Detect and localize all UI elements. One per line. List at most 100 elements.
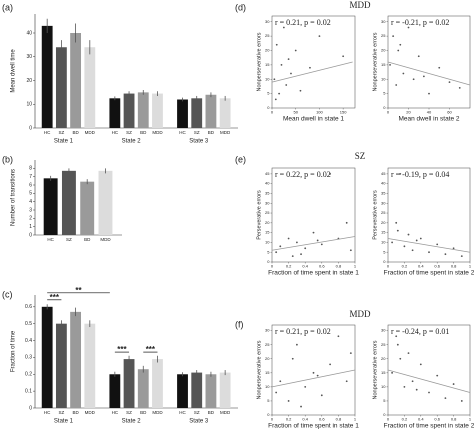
y-tick-label: 40 bbox=[381, 181, 386, 186]
x-tick-label: 0.4 bbox=[302, 417, 308, 422]
x-tick-label: 0.6 bbox=[434, 264, 440, 269]
x-tick-label: 0.6 bbox=[319, 264, 325, 269]
x-tick-label: SZ bbox=[59, 410, 65, 415]
x-tick-label: 0.4 bbox=[418, 417, 424, 422]
x-tick-label: BD bbox=[208, 130, 215, 135]
point bbox=[412, 78, 415, 81]
point bbox=[399, 172, 402, 175]
point bbox=[287, 58, 290, 61]
significance-label: *** bbox=[117, 345, 127, 354]
x-tick-label: 150 bbox=[340, 110, 347, 115]
group-label: State 2 bbox=[122, 419, 142, 425]
point bbox=[349, 249, 352, 252]
stat-annotation: r = 0.21, p = 0.02 bbox=[275, 18, 331, 27]
group-label: State 3 bbox=[189, 419, 209, 425]
y-axis-label: Number of transitions bbox=[11, 169, 17, 226]
y-tick-label: 10 bbox=[381, 76, 386, 81]
bar bbox=[205, 374, 217, 408]
y-tick-label: 0.1 bbox=[25, 388, 32, 394]
point bbox=[391, 241, 393, 244]
x-tick-label: MDD bbox=[220, 130, 231, 135]
point bbox=[296, 241, 298, 244]
x-tick-label: BD bbox=[140, 130, 147, 135]
point bbox=[291, 255, 294, 258]
y-tick-label: 20 bbox=[265, 48, 270, 53]
point bbox=[316, 374, 319, 377]
bar bbox=[70, 33, 82, 128]
point bbox=[415, 239, 418, 242]
plot-frame bbox=[387, 324, 471, 416]
group-label: State 1 bbox=[54, 139, 74, 145]
point bbox=[345, 380, 348, 383]
y-tick-label: 45 bbox=[265, 171, 270, 176]
y-axis-label: Perseverative errors bbox=[372, 190, 378, 240]
x-tick-label: BD bbox=[84, 237, 91, 242]
group-label: State 1 bbox=[54, 419, 74, 425]
x-tick-label: HC bbox=[47, 237, 54, 242]
x-tick-label: 0.4 bbox=[302, 264, 308, 269]
bar bbox=[152, 93, 163, 128]
y-tick-label: 0 bbox=[29, 125, 32, 131]
y-tick-label: 4 bbox=[29, 199, 32, 205]
x-tick-label: SZ bbox=[126, 130, 132, 135]
x-axis-label: Fraction of time spent in state 1 bbox=[268, 423, 359, 430]
y-axis-label: Nonperseverative errors bbox=[256, 340, 262, 399]
bar bbox=[80, 181, 95, 235]
point bbox=[419, 237, 422, 240]
y-tick-label: 30 bbox=[265, 200, 270, 205]
y-tick-label: 2 bbox=[29, 216, 32, 222]
bar bbox=[137, 369, 149, 408]
y-tick-label: 6 bbox=[29, 182, 32, 188]
bar bbox=[61, 170, 76, 235]
point bbox=[428, 92, 430, 95]
bar bbox=[55, 323, 67, 408]
y-tick-label: 10 bbox=[265, 239, 270, 244]
point bbox=[415, 388, 418, 391]
point bbox=[280, 63, 283, 66]
stat-annotation: r = 0.21, p = 0.02 bbox=[275, 327, 331, 336]
bar bbox=[43, 178, 58, 235]
y-tick-label: 25 bbox=[265, 210, 270, 215]
x-tick-label: 20 bbox=[406, 110, 411, 115]
x-tick-label: BD bbox=[208, 410, 215, 415]
y-tick-label: 15 bbox=[381, 62, 386, 67]
y-axis-label: Fraction of time bbox=[11, 330, 17, 372]
fit-line bbox=[271, 61, 353, 83]
x-tick-label: 100 bbox=[316, 110, 323, 115]
bar bbox=[191, 372, 203, 408]
bar bbox=[177, 99, 188, 128]
x-tick-label: 0 bbox=[387, 417, 390, 422]
fit-line bbox=[271, 236, 356, 251]
y-tick-label: 45 bbox=[381, 171, 386, 176]
y-tick-label: 0.3 bbox=[25, 355, 32, 361]
stat-annotation: r = 0.22, p = 0.02 bbox=[275, 170, 331, 179]
x-tick-label: MDD bbox=[100, 237, 111, 242]
bar bbox=[123, 359, 135, 408]
point bbox=[436, 243, 439, 246]
x-axis-label: Fraction of time spent in state 2 bbox=[384, 270, 474, 277]
y-tick-label: 30 bbox=[381, 200, 386, 205]
y-tick-label: 10 bbox=[26, 102, 32, 108]
point bbox=[329, 172, 331, 175]
point bbox=[287, 400, 290, 402]
plot-frame bbox=[271, 324, 356, 416]
bar bbox=[191, 98, 203, 128]
point bbox=[291, 357, 294, 360]
y-tick-label: 10 bbox=[265, 384, 270, 389]
significance-label: *** bbox=[50, 293, 60, 302]
bar bbox=[41, 306, 53, 408]
point bbox=[279, 380, 282, 383]
x-tick-label: 0 bbox=[271, 110, 274, 115]
x-tick-label: 0.8 bbox=[451, 264, 457, 269]
x-tick-label: SZ bbox=[66, 237, 72, 242]
x-axis-label: Mean dwell in state 1 bbox=[283, 116, 344, 123]
point bbox=[399, 357, 402, 360]
y-tick-label: 5 bbox=[267, 398, 270, 403]
x-tick-label: 0.8 bbox=[336, 264, 342, 269]
point bbox=[275, 251, 278, 254]
x-tick-label: 0.2 bbox=[286, 264, 292, 269]
y-tick-label: 20 bbox=[26, 78, 32, 84]
y-tick-label: 30 bbox=[381, 328, 386, 333]
x-tick-label: 0.4 bbox=[418, 264, 424, 269]
y-tick-label: 0.5 bbox=[25, 321, 32, 327]
